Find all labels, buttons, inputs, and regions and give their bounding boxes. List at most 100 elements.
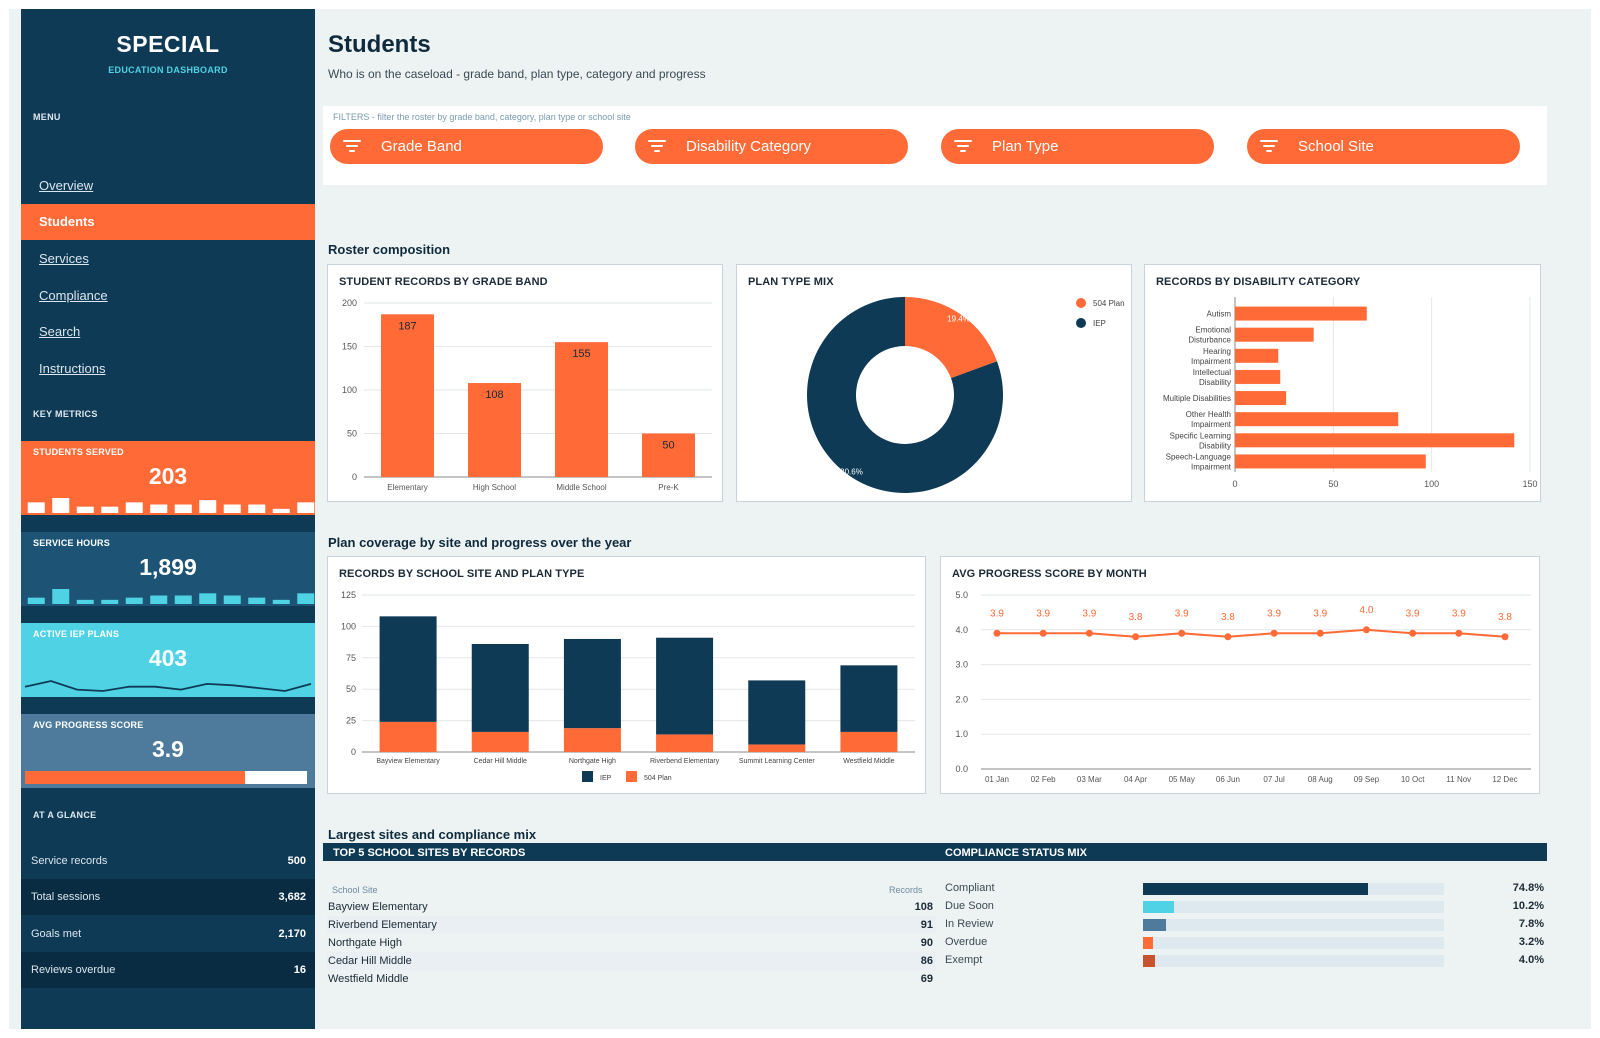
data-point: [1362, 626, 1370, 634]
category-label: Hearing: [1203, 347, 1231, 356]
table-row: Bayview Elementary 108: [327, 898, 936, 916]
nav-search[interactable]: Search: [39, 324, 81, 339]
bar: [1235, 391, 1287, 406]
point-value-label: 3.9: [990, 608, 1004, 619]
data-point: [1409, 629, 1417, 637]
x-tick-label: 150: [1522, 479, 1537, 489]
legend-label: 504 Plan: [1093, 299, 1125, 308]
data-point: [1270, 629, 1278, 637]
brand-title: SPECIAL: [116, 31, 220, 57]
point-value-label: 3.9: [1175, 608, 1189, 619]
site-name: Riverbend Elementary: [328, 919, 437, 931]
spark-bar: [76, 506, 94, 513]
compliance-row: Compliant 74.8%: [945, 880, 1547, 898]
filter-grade-band-button[interactable]: Grade Band: [330, 129, 603, 164]
chart-title: RECORDS BY DISABILITY CATEGORY: [1156, 276, 1361, 288]
point-value-label: 4.0: [1360, 605, 1374, 616]
x-tick-label: 08 Aug: [1308, 775, 1333, 784]
compliance-row: In Review 7.8%: [945, 916, 1547, 934]
legend-swatch: [1076, 298, 1086, 308]
nav-services[interactable]: Services: [39, 251, 89, 266]
compliance-label: Overdue: [945, 936, 988, 948]
category-label: Autism: [1207, 310, 1232, 319]
site-records: 69: [920, 973, 933, 985]
glance-label: Total sessions: [31, 891, 101, 903]
bar: [1235, 369, 1281, 384]
site-records: 108: [914, 901, 933, 913]
spark-bar: [199, 500, 217, 513]
filter-icon: [954, 140, 972, 152]
bar: [642, 433, 695, 477]
data-point: [1039, 629, 1047, 637]
chart-title: PLAN TYPE MIX: [748, 276, 834, 288]
data-point: [1085, 629, 1093, 637]
bar-value-label: 50: [662, 440, 674, 452]
spark-bar: [297, 502, 315, 513]
glance-row: Service records 500: [21, 843, 315, 879]
glance-value: 3,682: [278, 891, 306, 903]
x-tick-label: 50: [1328, 479, 1338, 489]
glance-row: Goals met 2,170: [21, 916, 315, 952]
y-tick-label: 1.0: [955, 729, 968, 739]
bar-value-label: 108: [485, 389, 503, 401]
pie-slice: [905, 297, 997, 379]
pie-slice: [807, 297, 1003, 493]
bar: [1235, 433, 1515, 448]
nav-instructions[interactable]: Instructions: [39, 361, 106, 376]
nav-overview[interactable]: Overview: [39, 178, 94, 193]
bar-iep: [656, 637, 714, 735]
x-tick-label: 04 Apr: [1124, 775, 1147, 784]
x-tick-label: Middle School: [556, 483, 606, 492]
bar: [1235, 327, 1314, 342]
y-tick-label: 5.0: [955, 590, 968, 600]
bar: [555, 342, 608, 477]
top-sites-title: TOP 5 SCHOOL SITES BY RECORDS: [333, 847, 526, 859]
bar-504-plan: [656, 734, 714, 752]
chart-plan-type: 19.4% 80.6% 504 Plan IEP PLAN TYPE MIX: [736, 264, 1132, 502]
table-row: Northgate High 90: [327, 934, 936, 952]
bar-504-plan: [840, 731, 898, 752]
spark-bar: [223, 504, 241, 513]
bar-504-plan: [379, 721, 437, 752]
metric-value: 203: [148, 463, 188, 489]
sidebar: SPECIAL EDUCATION DASHBOARD MENU Overvie…: [21, 9, 315, 1029]
y-tick-label: 75: [346, 653, 356, 663]
spark-bar: [272, 508, 290, 513]
data-point: [1455, 629, 1463, 637]
y-tick-label: 2.0: [955, 694, 968, 704]
metric-service-hours: SERVICE HOURS 1,899: [21, 532, 315, 606]
filter-disability-category-button[interactable]: Disability Category: [635, 129, 908, 164]
filter-plan-type-button[interactable]: Plan Type: [941, 129, 1214, 164]
category-label: Other Health: [1186, 410, 1231, 419]
chart-site-plan-type: 0 25 50 75 100 125 Bayview Elementary Cedar Hil…: [327, 556, 926, 794]
nav-students[interactable]: Students: [21, 204, 315, 240]
col-records: Records: [889, 885, 923, 895]
spark-bar: [150, 504, 168, 513]
compliance-row: Due Soon 10.2%: [945, 898, 1547, 916]
y-tick-label: 0: [351, 747, 356, 757]
compliance-fill: [1143, 937, 1153, 949]
compliance-fill: [1143, 955, 1156, 967]
bar-iep: [471, 643, 529, 732]
metric-label: AVG PROGRESS SCORE: [33, 720, 144, 730]
y-tick-label: 50: [347, 429, 357, 439]
section-roster-title: Roster composition: [328, 242, 451, 257]
y-tick-label: 50: [346, 684, 356, 694]
slice-value-label: 80.6%: [840, 468, 863, 477]
spark-bar: [52, 589, 70, 604]
filter-school-site-button[interactable]: School Site: [1247, 129, 1520, 164]
bar: [1235, 412, 1399, 427]
chart-title: RECORDS BY SCHOOL SITE AND PLAN TYPE: [339, 568, 585, 580]
spark-line: [24, 680, 312, 692]
compliance-fill: [1143, 901, 1174, 913]
at-a-glance-heading: AT A GLANCE: [33, 810, 97, 820]
plan-type-plot: 19.4% 80.6% 504 Plan IEP: [807, 297, 1125, 493]
x-tick-label: 12 Dec: [1492, 775, 1517, 784]
spark-bar: [76, 599, 94, 604]
spark-bar: [174, 595, 192, 604]
category-label: Multiple Disabilities: [1163, 394, 1231, 403]
category-label: Specific Learning: [1170, 431, 1231, 440]
slice-value-label: 19.4%: [947, 314, 970, 323]
metric-sparkline: [27, 498, 315, 513]
nav-compliance[interactable]: Compliance: [39, 288, 108, 303]
